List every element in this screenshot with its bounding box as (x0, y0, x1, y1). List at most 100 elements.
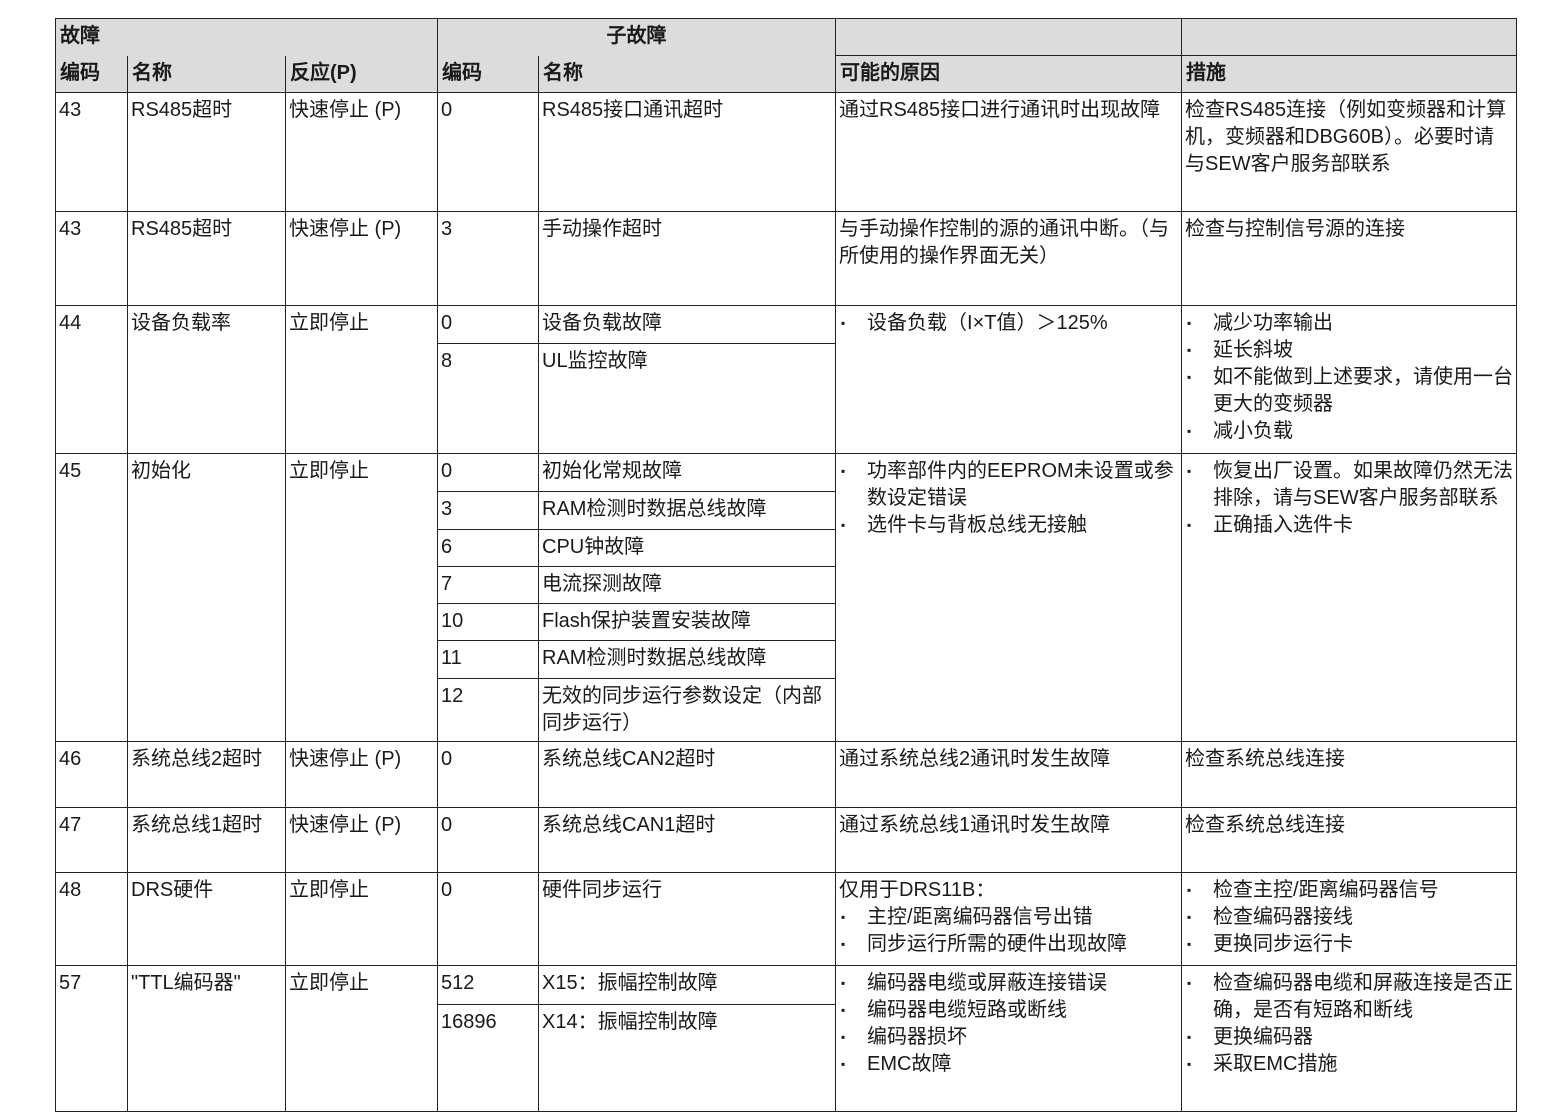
subfault-name: RAM检测时数据总线故障 (538, 491, 837, 530)
table-row: 44设备负载率立即停止0设备负载故障设备负载（I×T值）＞125% 减少功率输出延… (55, 305, 1518, 454)
subfault-code: 3 (437, 211, 540, 306)
fault-reaction: 立即停止 (284, 872, 439, 966)
measure-text: 检查与控制信号源的连接 (1185, 218, 1406, 240)
cause-text: 仅用于DRS11B： (839, 879, 996, 901)
cause-text: 与手动操作控制的源的通讯中断。（与所使用的操作界面无关） (839, 218, 1170, 267)
fault-name: DRS硬件 (127, 872, 286, 966)
subfault-code: 7 (437, 566, 540, 604)
subfault-name: 电流探测故障 (538, 566, 837, 604)
measures: 检查系统总线连接 (1181, 807, 1518, 873)
fault-name: 系统总线2超时 (127, 741, 286, 808)
subfault-code: 8 (437, 343, 540, 454)
subfault-code: 0 (437, 92, 540, 212)
table-row: 3 RAM检测时数据总线故障 (56, 491, 1517, 530)
table-row: 8 UL监控故障 (56, 343, 1517, 454)
measures: 检查主控/距离编码器信号检查编码器接线更换同步运行卡 (1181, 872, 1518, 966)
table-row: 45初始化立即停止0初始化常规故障功率部件内的EEPROM未设置或参数设定错误选… (55, 453, 1518, 742)
table-row: 6 CPU钟故障 (56, 529, 1517, 567)
bullet-list: 主控/距离编码器信号出错同步运行所需的硬件出现故障 (839, 904, 1178, 958)
bullet-item: 编码器电缆短路或断线 (841, 997, 1178, 1024)
table-row: 43 RS485超时 快速停止 (P) 3 手动操作超时 与手动操作控制的源的通讯中断。（… (55, 211, 1518, 306)
bullet-list: 检查编码器电缆和屏蔽连接是否正确，是否有短路和断线更换编码器采取EMC措施 (1185, 970, 1513, 1078)
subfault-code: 0 (437, 453, 540, 492)
header-name: 名称 (127, 55, 286, 93)
bullet-list: 检查主控/距离编码器信号检查编码器接线更换同步运行卡 (1185, 877, 1513, 958)
fault-name: 设备负载率 (127, 305, 286, 454)
fault-reaction: 快速停止 (P) (284, 807, 439, 873)
bullet-item: 同步运行所需的硬件出现故障 (841, 931, 1178, 958)
bullet-item: 减小负载 (1187, 418, 1513, 445)
bullet-item: 恢复出厂设置。如果故障仍然无法排除，请与SEW客户服务部联系 (1187, 458, 1513, 512)
header-subfault: 子故障 (437, 18, 837, 56)
table-row: 47 系统总线1超时 快速停止 (P) 0 系统总线CAN1超时 通过系统总线1通讯时发生… (55, 807, 1518, 873)
bullet-item: 功率部件内的EEPROM未设置或参数设定错误 (841, 458, 1178, 512)
subfault-code: 512 (437, 965, 540, 1005)
table-row: 12 无效的同步运行参数设定（内部同步运行） (56, 678, 1517, 742)
fault-code: 43 (55, 211, 128, 306)
bullet-item: 设备负载（I×T值）＞125% (841, 310, 1178, 337)
bullet-item: 延长斜坡 (1187, 337, 1513, 364)
header-code: 编码 (55, 55, 128, 93)
bullet-item: 采取EMC措施 (1187, 1051, 1513, 1078)
table-row: 11 RAM检测时数据总线故障 (56, 640, 1517, 679)
subfault-name: 初始化常规故障 (538, 453, 837, 492)
cause-text: 通过系统总线2通讯时发生故障 (839, 748, 1111, 770)
subfault-name: RAM检测时数据总线故障 (538, 640, 837, 679)
bullet-item: 检查编码器接线 (1187, 904, 1513, 931)
possible-cause: 功率部件内的EEPROM未设置或参数设定错误选件卡与背板总线无接触 (835, 453, 1183, 742)
fault-code: 47 (55, 807, 128, 873)
subfault-code: 0 (437, 807, 540, 873)
bullet-item: 减少功率输出 (1187, 310, 1513, 337)
fault-code: 48 (55, 872, 128, 966)
measures: 检查与控制信号源的连接 (1181, 211, 1518, 306)
bullet-item: 选件卡与背板总线无接触 (841, 512, 1178, 539)
fault-code: 46 (55, 741, 128, 808)
fault-reaction: 快速停止 (P) (284, 92, 439, 212)
possible-cause: 设备负载（I×T值）＞125% (835, 305, 1183, 454)
measures: 减少功率输出延长斜坡如不能做到上述要求，请使用一台更大的变频器减小负载 (1181, 305, 1518, 454)
subfault-name: X14：振幅控制故障 (538, 1004, 837, 1112)
bullet-item: 如不能做到上述要求，请使用一台更大的变频器 (1187, 364, 1513, 418)
bullet-list: 恢复出厂设置。如果故障仍然无法排除，请与SEW客户服务部联系正确插入选件卡 (1185, 458, 1513, 539)
bullet-item: 编码器电缆或屏蔽连接错误 (841, 970, 1178, 997)
subfault-name: 手动操作超时 (538, 211, 837, 306)
subfault-code: 0 (437, 305, 540, 344)
possible-cause: 通过RS485接口进行通讯时出现故障 (835, 92, 1183, 212)
fault-name: 初始化 (127, 453, 286, 742)
subfault-name: 系统总线CAN1超时 (538, 807, 837, 873)
bullet-item: 主控/距离编码器信号出错 (841, 904, 1178, 931)
cause-text: 通过RS485接口进行通讯时出现故障 (839, 99, 1161, 121)
subfault-name: UL监控故障 (538, 343, 837, 454)
fault-code: 43 (55, 92, 128, 212)
possible-cause: 通过系统总线2通讯时发生故障 (835, 741, 1183, 808)
measure-text: 检查系统总线连接 (1185, 814, 1346, 836)
subfault-code: 10 (437, 603, 540, 641)
subfault-code: 16896 (437, 1004, 540, 1112)
fault-reaction: 立即停止 (284, 453, 439, 742)
measure-text: 检查RS485连接（例如变频器和计算机，变频器和DBG60B）。必要时请与SEW… (1185, 99, 1507, 175)
bullet-list: 设备负载（I×T值）＞125% (839, 310, 1178, 337)
table-row: 16896 X14：振幅控制故障 (56, 1004, 1517, 1112)
fault-code: 44 (55, 305, 128, 454)
table-row: 43 RS485超时 快速停止 (P) 0 RS485接口通讯超时 通过RS485接口进行… (55, 92, 1518, 212)
bullet-item: 正确插入选件卡 (1187, 512, 1513, 539)
bullet-item: 更换编码器 (1187, 1024, 1513, 1051)
bullet-list: 功率部件内的EEPROM未设置或参数设定错误选件卡与背板总线无接触 (839, 458, 1178, 539)
fault-code: 45 (55, 453, 128, 742)
fault-reaction: 快速停止 (P) (284, 211, 439, 306)
fault-table: 故障 子故障 编码 名称 反应(P) 编码 名称 可能的原因 措施 43 RS48… (54, 18, 1518, 1112)
header-fault: 故障 (54, 18, 439, 56)
bullet-item: 检查主控/距离编码器信号 (1187, 877, 1513, 904)
subfault-name: 系统总线CAN2超时 (538, 741, 837, 808)
header-measure: 措施 (1181, 55, 1518, 93)
measures: 检查RS485连接（例如变频器和计算机，变频器和DBG60B）。必要时请与SEW… (1181, 92, 1518, 212)
possible-cause: 仅用于DRS11B： 主控/距离编码器信号出错同步运行所需的硬件出现故障 (835, 872, 1183, 966)
subfault-name: Flash保护装置安装故障 (538, 603, 837, 641)
header-sub-name: 名称 (538, 55, 837, 93)
subfault-name: CPU钟故障 (538, 529, 837, 567)
subfault-name: RS485接口通讯超时 (538, 92, 837, 212)
bullet-item: EMC故障 (841, 1051, 1178, 1078)
subfault-name: 无效的同步运行参数设定（内部同步运行） (538, 678, 837, 742)
fault-name: 系统总线1超时 (127, 807, 286, 873)
